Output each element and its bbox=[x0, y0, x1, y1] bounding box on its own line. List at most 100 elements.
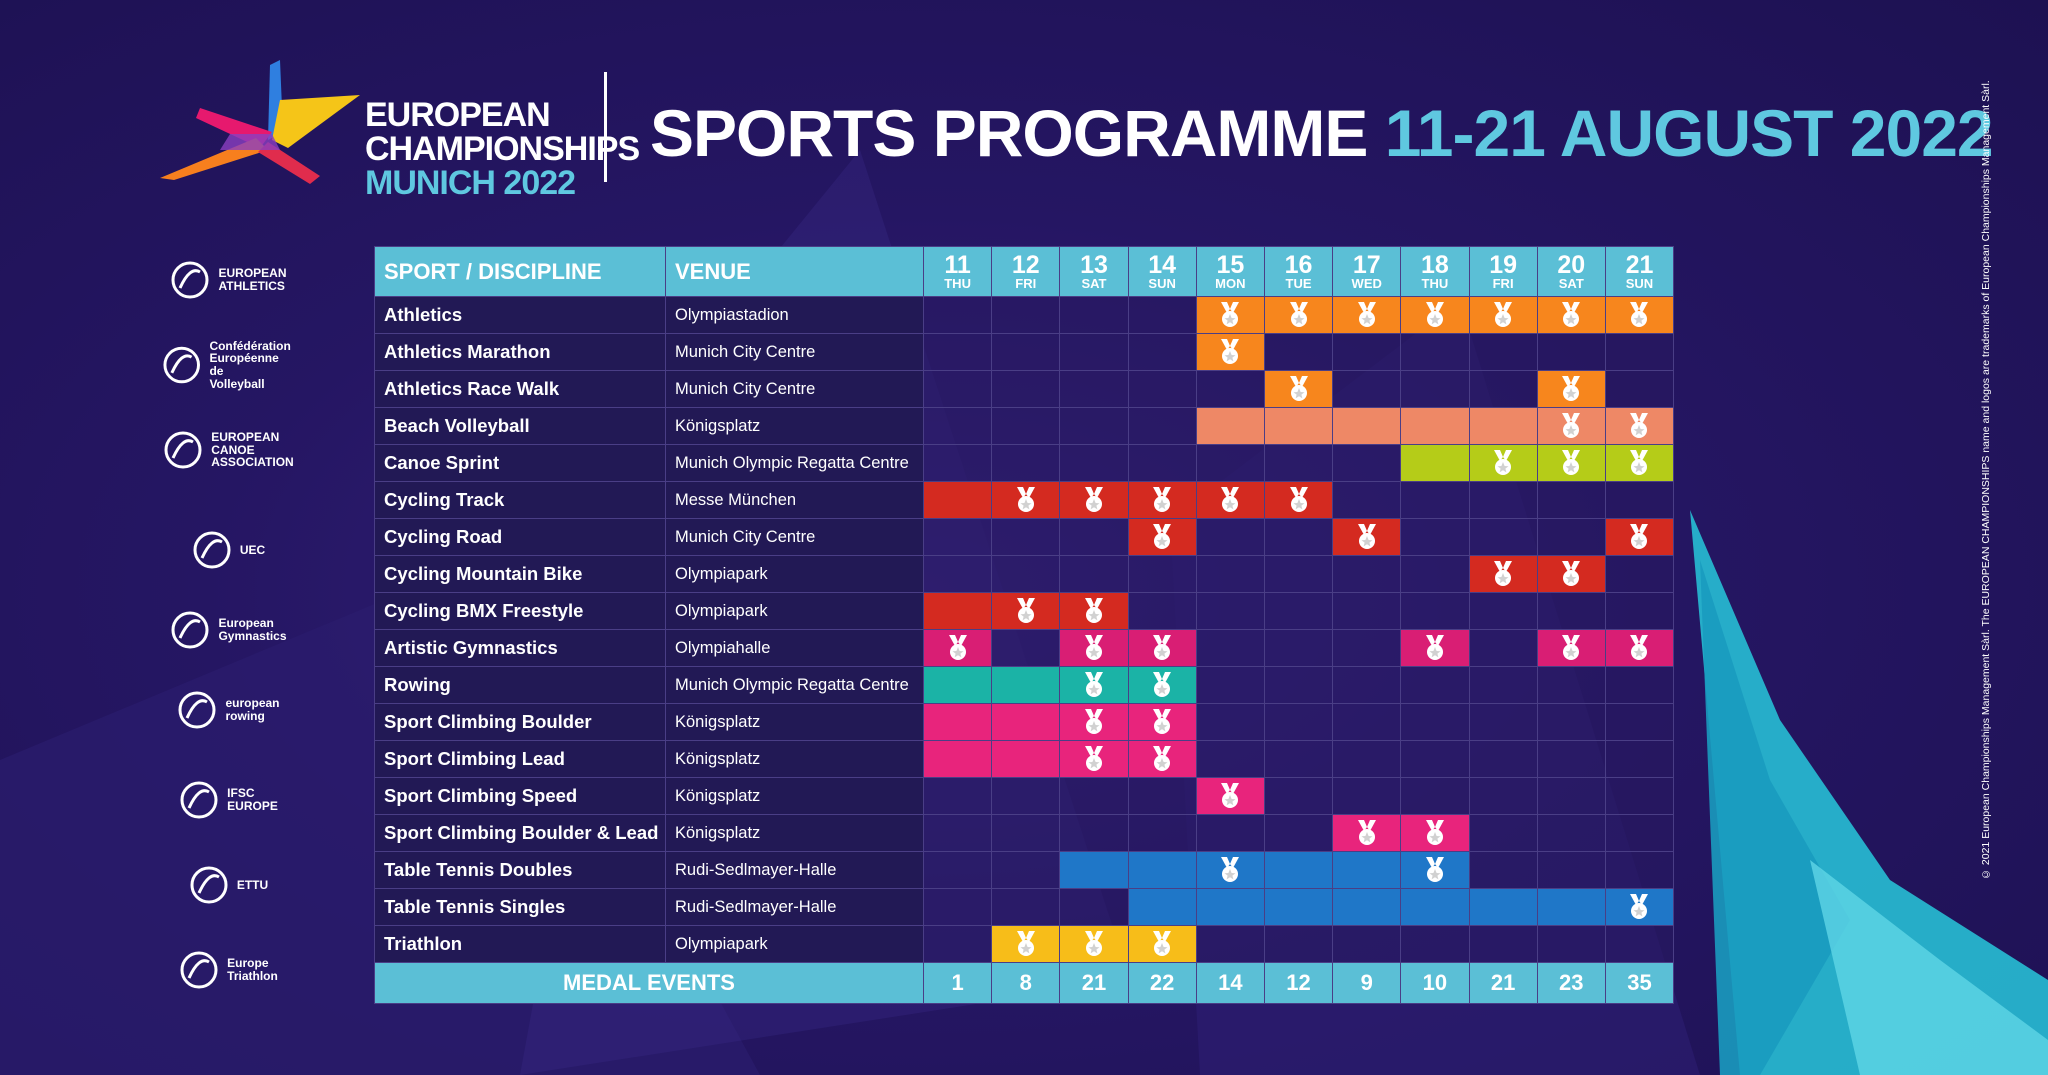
empty-day-cell bbox=[1059, 777, 1129, 815]
table-row: Sport Climbing Boulder & Lead Königsplatz bbox=[374, 814, 1675, 852]
empty-day-cell bbox=[1400, 518, 1470, 556]
sport-name: Rowing bbox=[374, 666, 666, 704]
empty-day-cell bbox=[1195, 703, 1265, 741]
federation-name: IFSC EUROPE bbox=[227, 787, 278, 812]
table-row: Cycling Mountain Bike Olympiapark bbox=[374, 555, 1675, 593]
competition-day-cell bbox=[1400, 296, 1470, 334]
ifsc-europe-logo-icon bbox=[180, 781, 218, 819]
sport-name: Athletics Marathon bbox=[374, 333, 666, 371]
day-header: 21 SUN bbox=[1604, 246, 1675, 297]
logo-line-1: EUROPEAN bbox=[365, 96, 551, 134]
venue-name: Königsplatz bbox=[665, 777, 924, 815]
competition-day-cell bbox=[1059, 703, 1129, 741]
federation-name: ETTU bbox=[237, 879, 268, 892]
day-header: 14 SUN bbox=[1127, 246, 1197, 297]
empty-day-cell bbox=[991, 333, 1061, 371]
medal-count: 12 bbox=[1263, 962, 1334, 1004]
federation-name-line: EUROPEAN bbox=[211, 430, 280, 445]
empty-day-cell bbox=[1195, 814, 1265, 852]
medal-count: 21 bbox=[1468, 962, 1538, 1004]
medal-icon bbox=[1630, 635, 1649, 660]
competition-day-cell bbox=[1263, 296, 1334, 334]
medal-icon bbox=[1084, 598, 1103, 623]
medal-icon bbox=[1289, 376, 1308, 401]
empty-day-cell bbox=[1195, 370, 1265, 408]
federation-logo: Confédération Européenne de Volleyball bbox=[160, 335, 295, 395]
federation-logo: european rowing bbox=[160, 680, 295, 740]
medal-icon bbox=[1016, 598, 1035, 623]
medal-icon bbox=[1084, 487, 1103, 512]
empty-day-cell bbox=[1468, 333, 1538, 371]
venue-name: Olympiapark bbox=[665, 592, 924, 630]
competition-day-cell bbox=[1059, 629, 1129, 667]
european-athletics-logo-icon bbox=[171, 261, 209, 299]
empty-day-cell bbox=[1536, 333, 1606, 371]
empty-day-cell bbox=[1332, 629, 1402, 667]
competition-day-cell bbox=[1400, 444, 1470, 482]
empty-day-cell bbox=[1468, 666, 1538, 704]
empty-day-cell bbox=[1536, 851, 1606, 889]
empty-day-cell bbox=[1059, 518, 1129, 556]
medal-icon bbox=[1494, 561, 1513, 586]
day-number: 14 bbox=[1148, 250, 1177, 279]
federation-name-line: Confédération bbox=[209, 338, 291, 353]
medal-icon bbox=[1425, 857, 1444, 882]
competition-day-cell bbox=[1468, 888, 1538, 926]
empty-day-cell bbox=[1127, 777, 1197, 815]
empty-day-cell bbox=[991, 555, 1061, 593]
competition-day-cell bbox=[1263, 851, 1334, 889]
empty-day-cell bbox=[1195, 555, 1265, 593]
federation-name: EUROPEAN CANOE ASSOCIATION bbox=[211, 431, 293, 469]
federation-name-line: Volleyball bbox=[209, 376, 265, 391]
european-rowing-logo-icon bbox=[178, 691, 216, 729]
empty-day-cell bbox=[1263, 814, 1334, 852]
empty-day-cell bbox=[922, 370, 993, 408]
empty-day-cell bbox=[1604, 814, 1675, 852]
venue-name: Olympiapark bbox=[665, 925, 924, 963]
column-header-venue: VENUE bbox=[665, 246, 924, 297]
empty-day-cell bbox=[922, 296, 993, 334]
competition-day-cell bbox=[1536, 296, 1606, 334]
medal-count: 9 bbox=[1332, 962, 1402, 1004]
table-row: Cycling Track Messe München bbox=[374, 481, 1675, 519]
empty-day-cell bbox=[1059, 333, 1129, 371]
medal-icon bbox=[1289, 302, 1308, 327]
empty-day-cell bbox=[991, 444, 1061, 482]
empty-day-cell bbox=[1127, 370, 1197, 408]
federation-logo: EUROPEAN CANOE ASSOCIATION bbox=[160, 420, 295, 480]
table-row: Rowing Munich Olympic Regatta Centre bbox=[374, 666, 1675, 704]
sport-name: Cycling Track bbox=[374, 481, 666, 519]
title-main: SPORTS PROGRAMME bbox=[650, 96, 1368, 170]
empty-day-cell bbox=[1195, 592, 1265, 630]
day-weekday: THU bbox=[944, 275, 971, 291]
empty-day-cell bbox=[1468, 851, 1538, 889]
competition-day-cell bbox=[991, 740, 1061, 778]
sport-name: Sport Climbing Boulder & Lead bbox=[374, 814, 666, 852]
european-championships-logo: EUROPEAN CHAMPIONSHIPS MUNICH 2022 bbox=[160, 60, 640, 200]
federation-logo: IFSC EUROPE bbox=[160, 770, 295, 830]
empty-day-cell bbox=[922, 814, 993, 852]
competition-day-cell bbox=[1468, 407, 1538, 445]
empty-day-cell bbox=[1468, 592, 1538, 630]
empty-day-cell bbox=[1059, 296, 1129, 334]
medal-count: 23 bbox=[1536, 962, 1606, 1004]
medal-count: 8 bbox=[991, 962, 1061, 1004]
empty-day-cell bbox=[1263, 333, 1334, 371]
table-row: Triathlon Olympiapark bbox=[374, 925, 1675, 963]
competition-day-cell bbox=[1400, 629, 1470, 667]
empty-day-cell bbox=[1332, 333, 1402, 371]
empty-day-cell bbox=[1332, 925, 1402, 963]
federation-name-line: rowing bbox=[225, 709, 265, 723]
medal-icon bbox=[1357, 302, 1376, 327]
empty-day-cell bbox=[1468, 740, 1538, 778]
table-row: Sport Climbing Lead Königsplatz bbox=[374, 740, 1675, 778]
venue-name: Messe München bbox=[665, 481, 924, 519]
day-weekday: MON bbox=[1215, 275, 1246, 291]
european-gymnastics-logo-icon bbox=[171, 611, 209, 649]
competition-day-cell bbox=[1468, 555, 1538, 593]
federation-name: Confédération Européenne de Volleyball bbox=[209, 340, 295, 390]
day-header: 17 WED bbox=[1332, 246, 1402, 297]
empty-day-cell bbox=[1536, 592, 1606, 630]
competition-day-cell bbox=[1332, 814, 1402, 852]
day-weekday: FRI bbox=[1492, 275, 1514, 291]
